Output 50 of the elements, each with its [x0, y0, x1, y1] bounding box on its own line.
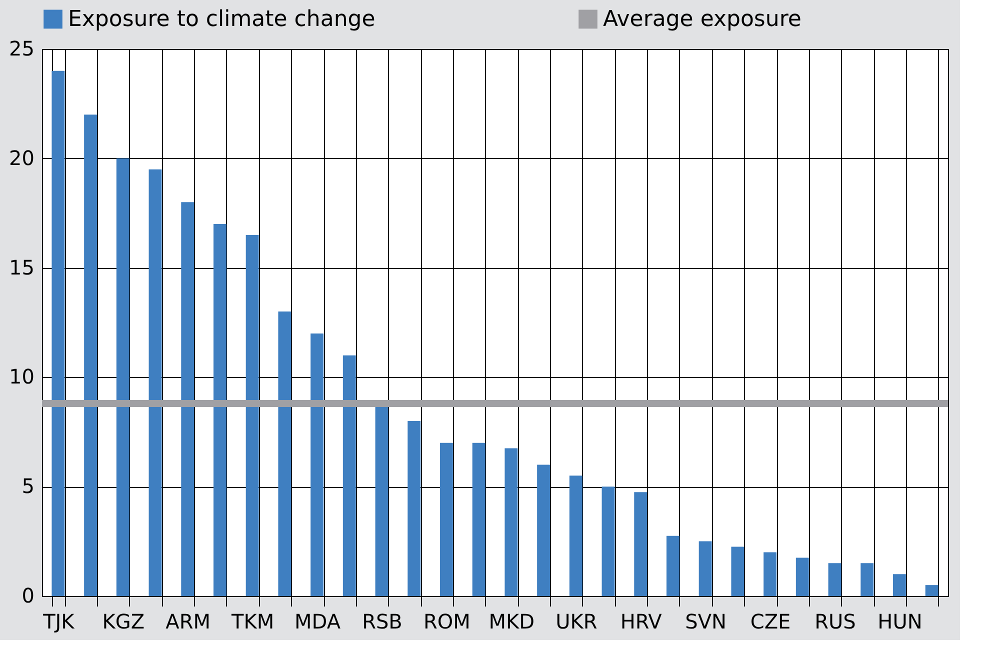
- bar: [698, 541, 712, 596]
- bar: [52, 70, 65, 596]
- bar: [116, 158, 130, 596]
- y-tick-label: 5: [22, 474, 34, 498]
- y-tick-label: 15: [9, 255, 34, 280]
- y-tick-label: 25: [9, 36, 34, 60]
- x-tick-label: HUN: [878, 610, 922, 634]
- x-tick-label: CZE: [750, 610, 791, 634]
- x-tick-label: UKR: [556, 610, 598, 634]
- bar: [634, 492, 648, 596]
- bar: [181, 202, 194, 596]
- y-tick-label: 20: [9, 146, 34, 170]
- bar: [148, 169, 162, 596]
- bar: [440, 442, 453, 596]
- bar: [408, 420, 421, 596]
- x-tick-label: RUS: [814, 610, 856, 634]
- bar: [84, 114, 98, 596]
- bar: [796, 558, 809, 596]
- bar: [764, 552, 777, 596]
- bar: [246, 234, 259, 596]
- bar: [602, 486, 615, 596]
- bar: [731, 546, 744, 596]
- legend-label: Average exposure: [603, 7, 802, 32]
- bar: [213, 224, 226, 596]
- bar: [860, 563, 874, 596]
- x-tick-label: TKM: [230, 610, 274, 634]
- bar: [472, 442, 486, 596]
- bar: [537, 464, 550, 596]
- legend-label: Exposure to climate change: [68, 7, 376, 32]
- bar: [666, 536, 680, 596]
- bar: [569, 476, 582, 596]
- x-tick-label: ROM: [424, 610, 470, 634]
- x-tick-label: TJK: [42, 610, 76, 634]
- x-tick-label: SVN: [685, 610, 726, 634]
- bar: [310, 333, 324, 596]
- x-tick-label: RSB: [362, 610, 402, 634]
- bar: [504, 448, 518, 596]
- x-tick-label: KGZ: [102, 610, 145, 634]
- bar: [828, 563, 842, 596]
- bar: [375, 406, 388, 596]
- y-tick-label: 10: [9, 364, 34, 389]
- bar: [892, 574, 906, 596]
- bar: [342, 355, 356, 596]
- bar: [925, 585, 938, 596]
- x-tick-label: MKD: [488, 610, 535, 634]
- x-tick-label: MDA: [294, 610, 341, 634]
- y-tick-label: 0: [22, 584, 34, 608]
- x-tick-label: ARM: [166, 610, 211, 634]
- x-tick-label: HRV: [620, 610, 662, 634]
- bar: [278, 312, 292, 596]
